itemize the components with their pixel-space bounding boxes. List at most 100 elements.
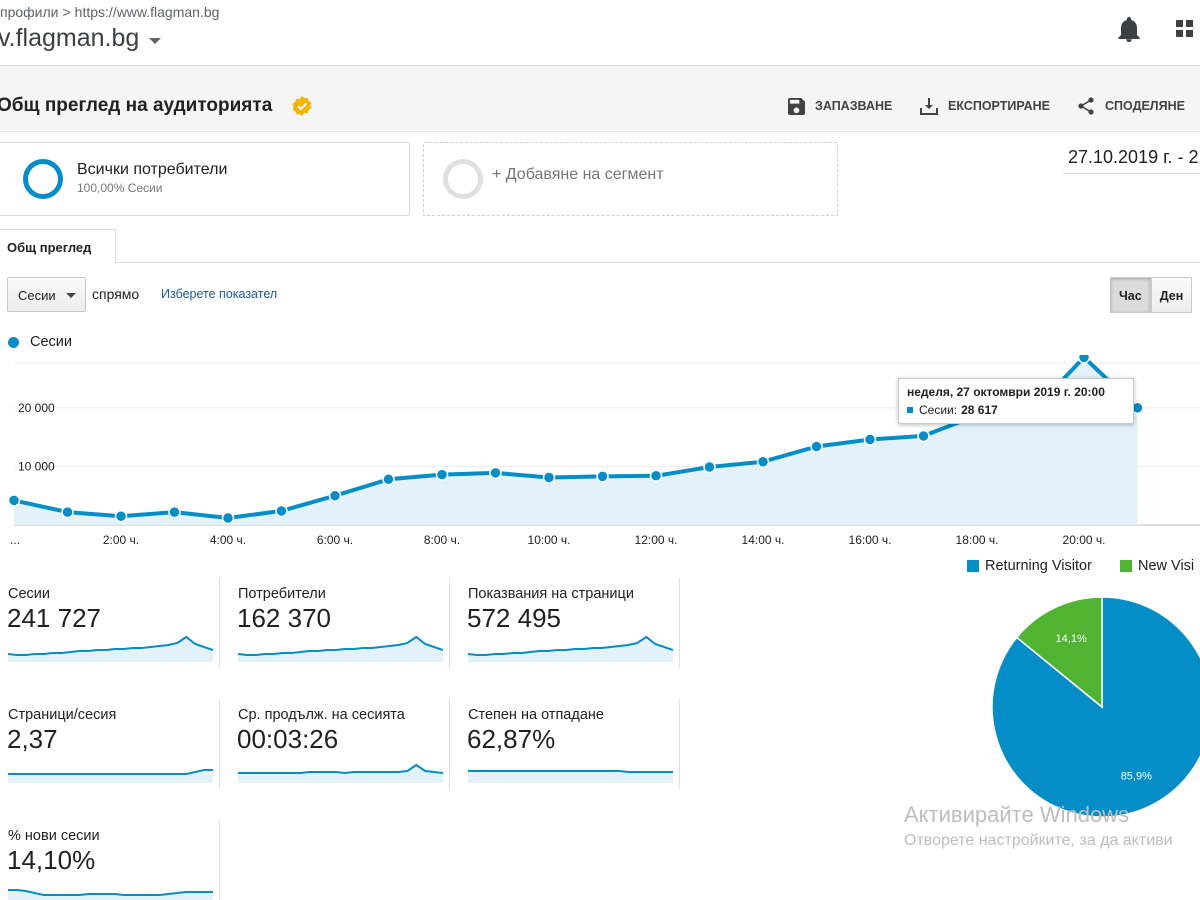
report-header: Общ преглед на аудиторията ЗАПАЗВАНЕ ЕКС…	[0, 66, 1200, 132]
metric-dropdown[interactable]: Сесии	[7, 277, 86, 312]
scorecard-sessions[interactable]: Сесии 241 727	[0, 578, 220, 676]
sparkline	[8, 889, 213, 900]
pie-slice-label: 14,1%	[1056, 633, 1087, 645]
scorecard-value: 162 370	[237, 603, 331, 633]
legend-label: Сесии	[30, 334, 72, 350]
property-selector[interactable]: v.flagman.bg	[0, 24, 162, 53]
series-line	[13, 355, 1139, 520]
x-tick-label: 14:00 ч.	[742, 533, 785, 547]
segment-share: 100,00% Сесии	[77, 181, 163, 195]
versus-label: спрямо	[92, 286, 140, 302]
scorecard-value: 241 727	[7, 603, 101, 633]
data-point	[221, 511, 235, 525]
y-tick-label: 10 000	[18, 459, 55, 473]
page-title: Общ преглед на аудиторията	[0, 95, 273, 116]
breadcrumb-item-profiles[interactable]: профили	[0, 4, 59, 20]
add-segment-button[interactable]: + Добавяне на сегмент	[423, 142, 838, 216]
pie-legend-new[interactable]: New Visi	[1120, 558, 1194, 574]
share-label: СПОДЕЛЯНЕ	[1105, 99, 1185, 113]
date-range-picker[interactable]: 27.10.2019 г. - 2	[1063, 144, 1200, 174]
share-button[interactable]: СПОДЕЛЯНЕ	[1077, 96, 1185, 116]
export-icon	[920, 98, 938, 115]
scorecard-label: % нови сесии	[8, 828, 100, 844]
data-point	[863, 433, 877, 446]
scorecard-label: Сесии	[8, 586, 50, 602]
area-fill	[14, 357, 1138, 525]
card-divider	[449, 578, 450, 668]
scorecard-label: Степен на отпадане	[468, 707, 604, 723]
save-icon	[788, 97, 805, 115]
chevron-down-icon	[66, 293, 76, 298]
scorecard-pages-per-session[interactable]: Страници/сесия 2,37	[0, 699, 220, 797]
legend-swatch	[1120, 560, 1132, 572]
x-tick-label: 8:00 ч.	[424, 533, 460, 547]
pie-legend-returning[interactable]: Returning Visitor	[967, 558, 1092, 574]
windows-activation-title: Активирайте Windows	[904, 802, 1130, 827]
y-tick-label: 30 000	[18, 355, 55, 356]
sparkline-fill	[238, 765, 443, 783]
scorecard-bounce-rate[interactable]: Степен на отпадане 62,87%	[460, 699, 680, 797]
scorecard-value: 572 495	[467, 603, 561, 633]
tooltip-row: Сесии: 28 617	[907, 403, 1133, 417]
save-button[interactable]: ЗАПАЗВАНЕ	[788, 96, 892, 116]
apps-grid-icon[interactable]	[1176, 20, 1200, 44]
x-tick-label: 18:00 ч.	[956, 533, 999, 547]
pie-legend-label: Returning Visitor	[985, 558, 1092, 574]
granularity-day-button[interactable]: Ден	[1150, 277, 1193, 313]
sparkline-line	[468, 635, 673, 656]
data-point	[649, 469, 663, 483]
property-name: v.flagman.bg	[0, 24, 140, 52]
data-point	[435, 468, 449, 481]
sparkline-line	[8, 889, 213, 896]
pie-slice-label: 85,9%	[1121, 770, 1152, 782]
sparkline	[238, 763, 443, 783]
card-divider	[219, 699, 220, 789]
sparkline	[468, 635, 673, 662]
x-tick-label: ...	[10, 533, 20, 547]
granularity-hour-button[interactable]: Час	[1110, 277, 1151, 313]
data-point	[275, 504, 288, 518]
bell-icon[interactable]	[1117, 17, 1141, 43]
scorecard-value: 2,37	[7, 724, 58, 754]
scorecard-users[interactable]: Потребители 162 370	[230, 578, 450, 676]
tooltip-value: 28 617	[961, 403, 998, 417]
top-bar: профили > https://www.flagman.bg v.flagman…	[0, 0, 1200, 66]
data-point	[756, 455, 770, 468]
segment-all-users[interactable]: Всички потребители 100,00% Сесии	[0, 142, 410, 216]
data-point	[596, 470, 609, 483]
share-icon	[1078, 97, 1094, 115]
tab-overview[interactable]: Общ преглед	[0, 229, 116, 263]
granularity-toggle: Час Ден	[1110, 277, 1193, 313]
scorecard-new-sessions[interactable]: % нови сесии 14,10%	[0, 820, 220, 900]
export-button[interactable]: ЕКСПОРТИРАНЕ	[920, 96, 1050, 116]
data-point	[382, 473, 395, 486]
sparkline	[468, 770, 673, 783]
data-point	[114, 509, 128, 523]
breadcrumb: профили > https://www.flagman.bg	[0, 4, 219, 20]
sparkline-line	[8, 635, 213, 656]
sparkline-line	[8, 769, 213, 775]
card-divider	[219, 820, 220, 900]
sparkline-fill	[8, 770, 213, 783]
x-tick-label: 6:00 ч.	[317, 533, 353, 547]
x-tick-label: 2:00 ч.	[103, 533, 139, 547]
scorecard-pageviews[interactable]: Показвания на страници 572 495	[460, 578, 680, 676]
scorecard-avg-session-duration[interactable]: Ср. продълж. на сесията 00:03:26	[230, 699, 450, 797]
card-divider	[449, 699, 450, 789]
pie-slice	[1015, 597, 1103, 709]
export-label: ЕКСПОРТИРАНЕ	[948, 99, 1050, 113]
data-point	[703, 460, 716, 474]
sparkline-line	[238, 635, 443, 656]
x-tick-label: 10:00 ч.	[528, 533, 571, 547]
scorecard-label: Страници/сесия	[8, 707, 117, 723]
windows-activation-subtitle: Отворете настройките, за да активи	[904, 832, 1173, 849]
breadcrumb-item-url[interactable]: https://www.flagman.bg	[74, 4, 220, 20]
sparkline-fill	[468, 771, 673, 783]
sparkline	[238, 635, 443, 662]
save-label: ЗАПАЗВАНЕ	[815, 99, 893, 113]
chevron-down-icon	[149, 37, 162, 44]
data-point	[7, 494, 21, 507]
data-point	[542, 471, 556, 484]
select-metric-link[interactable]: Изберете показател	[161, 287, 278, 301]
sparkline-line	[238, 763, 443, 775]
